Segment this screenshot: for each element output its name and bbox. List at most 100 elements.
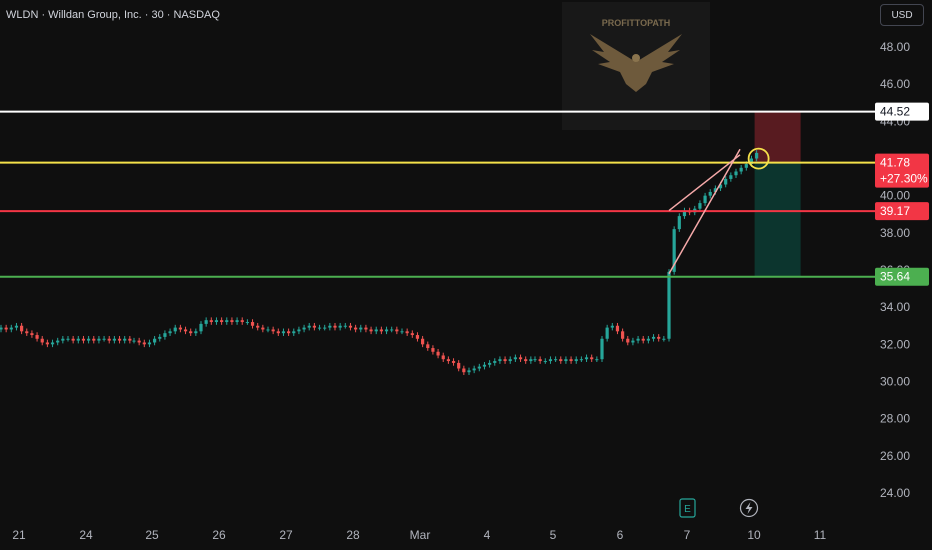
candle-body [261, 327, 265, 330]
candle-body [87, 338, 91, 341]
candle-body [472, 368, 476, 371]
candle-body [35, 335, 39, 339]
candle-body [703, 195, 707, 204]
candle-body [446, 359, 450, 362]
candle-body [667, 271, 671, 339]
candle-body [66, 338, 70, 340]
x-tick-label: 24 [79, 528, 93, 542]
candle-body [292, 331, 296, 334]
candle-body [724, 178, 728, 185]
candle-body [631, 340, 635, 343]
x-tick-label: 11 [814, 528, 827, 542]
candle-body [610, 325, 614, 328]
price-tag-value: 35.64 [880, 270, 910, 284]
wedge-upper-line[interactable] [668, 154, 741, 212]
candle-body [102, 338, 106, 340]
candle-body [112, 338, 116, 341]
candle-body [30, 333, 34, 336]
candle-body [137, 340, 141, 343]
earnings-icon: E [684, 504, 691, 515]
candle-body [214, 320, 219, 323]
candle-body [729, 175, 733, 179]
candle-body [71, 338, 75, 341]
candle-body [317, 327, 322, 329]
candle-body [56, 340, 60, 343]
candle-body [364, 327, 368, 330]
candle-body [744, 164, 748, 168]
highlight-circle[interactable] [747, 147, 770, 170]
candle-body [81, 338, 86, 341]
candle-body [651, 336, 656, 339]
candle-body [548, 359, 553, 362]
news-marker[interactable] [739, 498, 759, 518]
price-tag [875, 202, 929, 221]
y-tick-label: 24.00 [880, 486, 910, 500]
candle-body [307, 325, 311, 328]
candle-body [590, 357, 594, 360]
candle-body [250, 322, 255, 326]
candle-body [183, 329, 188, 332]
earnings-marker[interactable]: E [679, 498, 696, 518]
candle-body [755, 152, 759, 159]
price-tags: 44.52 41.78 +27.30% 39.17 35.64 [875, 102, 929, 286]
candle-body [436, 351, 440, 356]
candle-body [245, 322, 249, 324]
candle-body [153, 338, 157, 343]
x-axis[interactable]: 21 24 25 26 27 28 Mar 4 5 6 7 10 11 [12, 528, 826, 542]
candle-body [25, 331, 29, 334]
x-tick-label: 27 [279, 528, 293, 542]
x-tick-label: 21 [12, 528, 26, 542]
candle-body [379, 329, 383, 332]
candle-body [431, 348, 435, 352]
y-axis[interactable]: 48.0046.0044.0042.0040.0038.0036.0034.00… [880, 40, 910, 500]
candle-body [713, 188, 717, 192]
lightning-icon [745, 502, 753, 514]
candle-body [384, 329, 389, 332]
candle-body [410, 333, 414, 336]
candle-body [559, 359, 563, 362]
candle-body [574, 359, 578, 362]
candle-body [323, 327, 327, 329]
candle-body [662, 338, 666, 340]
candle-body [76, 338, 80, 341]
price-tag [875, 267, 929, 286]
candle-body [256, 325, 260, 328]
price-tag-value: 44.52 [880, 105, 910, 119]
candle-body [297, 329, 301, 332]
x-tick-label: 6 [617, 528, 624, 542]
candle-body [194, 331, 198, 334]
candle-body [359, 327, 363, 330]
candle-body [348, 325, 353, 328]
price-tag [875, 102, 929, 121]
candle-body [677, 216, 681, 230]
watermark-brand: PROFITTOPATH [602, 18, 671, 28]
currency-selector[interactable]: USD [880, 4, 924, 26]
candle-body [107, 338, 111, 341]
candle-body [513, 357, 517, 360]
x-tick-label: 25 [145, 528, 159, 542]
x-tick-label: 4 [484, 528, 491, 542]
candle-body [189, 331, 193, 334]
price-tag-value: 39.17 [880, 204, 910, 218]
candle-body [235, 320, 239, 323]
candle-body [421, 338, 425, 345]
candle-body [533, 359, 537, 361]
candle-body [467, 370, 471, 373]
candle-body [503, 359, 507, 362]
candle-body [173, 327, 177, 332]
candle-body [621, 331, 625, 339]
price-tag-change: +27.30% [880, 172, 928, 186]
candle-body [50, 342, 55, 345]
candle-body [92, 338, 96, 341]
candle-body [415, 335, 420, 339]
candle-body [718, 184, 723, 189]
wedge-lower-line[interactable] [668, 148, 741, 275]
candle-body [462, 368, 466, 373]
candle-body [605, 327, 609, 339]
y-tick-label: 30.00 [880, 375, 910, 389]
candle-body [343, 325, 347, 327]
x-tick-label: 7 [684, 528, 691, 542]
candle-body [199, 323, 203, 332]
candle-body [657, 336, 661, 339]
